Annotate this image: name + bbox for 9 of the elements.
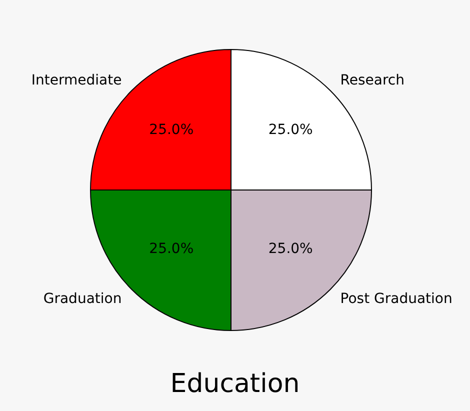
text: Education (170, 368, 300, 399)
data-label: 25.0% (149, 122, 194, 138)
data-label: 25.0% (268, 122, 313, 138)
slice-label: Research (340, 72, 404, 88)
slice-label: Graduation (43, 290, 122, 307)
data-label: 25.0% (268, 241, 313, 258)
slice-label: Intermediate (31, 72, 122, 88)
slice-label: Post Graduation (340, 290, 452, 307)
data-label: 25.0% (149, 241, 194, 258)
